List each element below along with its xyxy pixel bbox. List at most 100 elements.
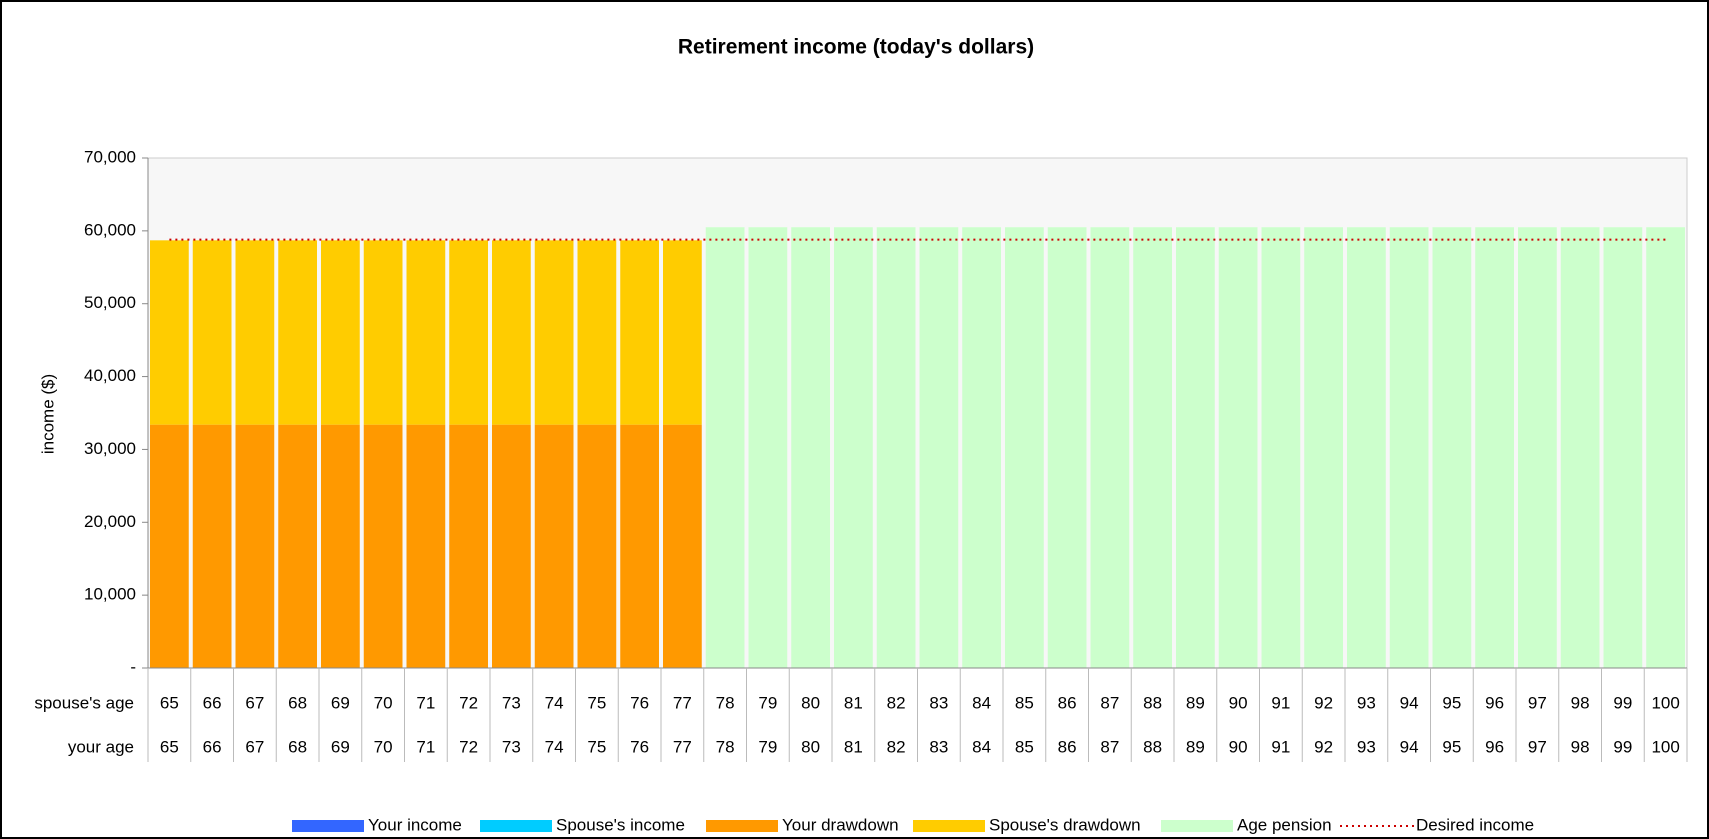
y-tick-label: 60,000 <box>84 220 136 239</box>
legend-label: Age pension <box>1237 815 1332 834</box>
x-tick-label: 83 <box>929 737 948 756</box>
x-tick-label: 92 <box>1314 693 1333 712</box>
bar-segment <box>791 227 830 668</box>
x-tick-label: 75 <box>587 693 606 712</box>
x-tick-label: 87 <box>1100 737 1119 756</box>
bar-segment <box>1603 227 1643 668</box>
bar-segment <box>192 424 232 668</box>
x-tick-label: 85 <box>1015 693 1034 712</box>
x-tick-label: 70 <box>374 737 393 756</box>
x-tick-label: 71 <box>416 693 435 712</box>
bar-segment <box>150 240 189 425</box>
x-tick-label: 86 <box>1058 737 1077 756</box>
bar-segment <box>363 240 403 425</box>
x-tick-label: 99 <box>1613 737 1632 756</box>
y-tick-label: 40,000 <box>84 366 136 385</box>
x-tick-label: 68 <box>288 693 307 712</box>
x-tick-label: 86 <box>1058 693 1077 712</box>
x-tick-label: 71 <box>416 737 435 756</box>
y-tick-label: - <box>130 657 136 676</box>
bar-segment <box>962 227 1001 668</box>
y-tick-label: 50,000 <box>84 293 136 312</box>
x-tick-label: 97 <box>1528 737 1547 756</box>
x-tick-label: 75 <box>587 737 606 756</box>
x-tick-label: 73 <box>502 737 521 756</box>
bar-segment <box>1432 227 1472 668</box>
x-tick-label: 84 <box>972 693 991 712</box>
bar-segment <box>1047 227 1087 668</box>
x-tick-label: 82 <box>887 693 906 712</box>
bar-segment <box>406 424 446 668</box>
bar-segment <box>321 240 360 425</box>
bar-segment <box>278 240 317 425</box>
bar-segment <box>492 424 531 668</box>
x-tick-label: 95 <box>1442 693 1461 712</box>
bar-segment <box>834 227 873 668</box>
x-tick-label: 94 <box>1400 737 1419 756</box>
x-tick-label: 77 <box>673 737 692 756</box>
x-tick-label: 68 <box>288 737 307 756</box>
x-tick-label: 79 <box>758 693 777 712</box>
x-tick-label: 81 <box>844 693 863 712</box>
x-tick-label: 67 <box>245 737 264 756</box>
x-tick-label: 92 <box>1314 737 1333 756</box>
y-tick-label: 10,000 <box>84 585 136 604</box>
legend-label: Spouse's drawdown <box>989 815 1141 834</box>
bar-segment <box>1133 227 1172 668</box>
bar-segment <box>406 240 446 425</box>
bar-segment <box>192 240 232 425</box>
x-tick-label: 96 <box>1485 737 1504 756</box>
bar-segment <box>278 424 317 668</box>
x-tick-label: 90 <box>1229 737 1248 756</box>
x-tick-label: 80 <box>801 737 820 756</box>
legend-label: Spouse's income <box>556 815 685 834</box>
legend-swatch <box>1161 820 1233 832</box>
bar-segment <box>1176 227 1215 668</box>
legend-swatch <box>706 820 778 832</box>
y-tick-label: 30,000 <box>84 439 136 458</box>
bar-segment <box>1218 227 1258 668</box>
bar-segment <box>363 424 403 668</box>
bar-segment <box>1518 227 1557 668</box>
x-tick-label: 79 <box>758 737 777 756</box>
bar-segment <box>577 240 617 425</box>
x-tick-label: 98 <box>1571 693 1590 712</box>
x-tick-label: 66 <box>203 737 222 756</box>
plot-area <box>147 157 1688 669</box>
bar-segment <box>705 227 745 668</box>
x-tick-label: 72 <box>459 693 478 712</box>
legend-swatch <box>913 820 985 832</box>
x-tick-label: 82 <box>887 737 906 756</box>
x-tick-label: 100 <box>1651 737 1679 756</box>
legend-label: Desired income <box>1416 815 1534 834</box>
x-tick-label: 77 <box>673 693 692 712</box>
bar-segment <box>1389 227 1429 668</box>
x-tick-label: 91 <box>1271 737 1290 756</box>
x-tick-label: 98 <box>1571 737 1590 756</box>
bar-segment <box>1646 227 1685 668</box>
x-tick-label: 93 <box>1357 693 1376 712</box>
x-tick-label: 93 <box>1357 737 1376 756</box>
bar-segment <box>1560 227 1600 668</box>
x-tick-label: 70 <box>374 693 393 712</box>
legend-label: Your income <box>368 815 462 834</box>
bar-segment <box>1304 227 1343 668</box>
x-tick-label: 88 <box>1143 693 1162 712</box>
bar-segment <box>663 240 702 425</box>
bar-segment <box>534 424 574 668</box>
bar-segment <box>663 424 702 668</box>
chart-title: Retirement income (today's dollars) <box>678 36 1034 59</box>
x-tick-label: 87 <box>1100 693 1119 712</box>
x-tick-label: 66 <box>203 693 222 712</box>
x-tick-label: 84 <box>972 737 991 756</box>
row-label: spouse's age <box>34 693 134 712</box>
y-tick-label: 70,000 <box>84 147 136 166</box>
bar-segment <box>577 424 617 668</box>
x-tick-label: 69 <box>331 737 350 756</box>
x-tick-label: 74 <box>545 737 564 756</box>
x-tick-label: 85 <box>1015 737 1034 756</box>
x-tick-label: 89 <box>1186 693 1205 712</box>
y-tick-label: 20,000 <box>84 512 136 531</box>
